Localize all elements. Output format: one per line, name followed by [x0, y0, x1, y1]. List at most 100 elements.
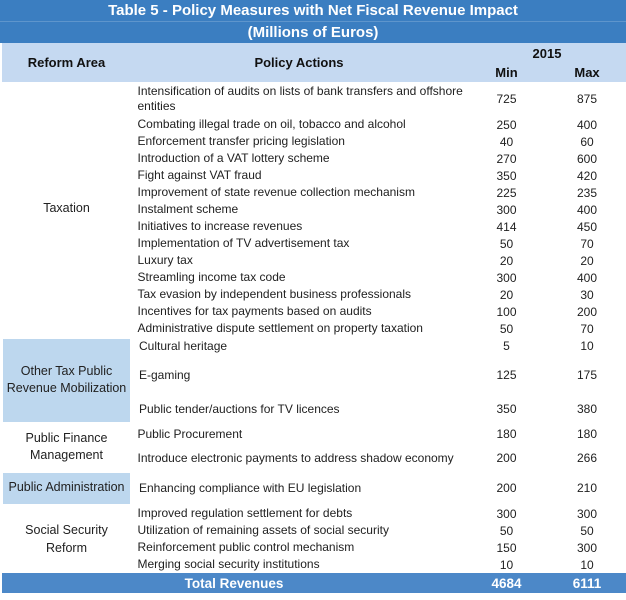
- max-value-cell: 875: [576, 92, 598, 106]
- table-row: Incentives for tax payments based on aud…: [2, 303, 626, 320]
- table-row: Introduction of a VAT lottery scheme 270 6…: [2, 150, 626, 167]
- min-value-cell: 350: [496, 402, 517, 416]
- table-row: E-gaming 125 175: [2, 355, 626, 395]
- total-revenues-row: Total Revenues 4684 6111: [1, 573, 626, 595]
- min-value-cell: 100: [496, 304, 517, 319]
- min-value-cell: 40: [499, 134, 514, 149]
- table-title: Table 5 - Policy Measures with Net Fisca…: [0, 0, 626, 22]
- max-value-cell: 30: [580, 287, 594, 302]
- max-value-cell: 400: [576, 270, 598, 285]
- max-value-cell: 210: [576, 481, 598, 495]
- reform-area-cell: Social Security Reform: [25, 523, 108, 555]
- policy-action-cell: Fight against VAT fraud: [137, 168, 262, 182]
- policy-measures-table: Reform Area Policy Actions 2015 Min Max …: [0, 43, 626, 596]
- policy-action-cell: Introduce electronic payments to address…: [137, 450, 454, 465]
- table-row: Public tender/auctions for TV licences 35…: [2, 395, 626, 423]
- min-value-cell: 50: [499, 321, 514, 336]
- max-value-cell: 70: [580, 321, 594, 336]
- min-value-cell: 250: [496, 117, 517, 132]
- table-row: Luxury tax 20 20: [2, 252, 626, 269]
- policy-action-cell: Combating illegal trade on oil, tobacco …: [137, 117, 406, 131]
- min-value-cell: 300: [496, 202, 517, 217]
- table-row: Improvement of state revenue collection …: [2, 184, 626, 201]
- max-value-cell: 400: [576, 202, 598, 217]
- min-value-cell: 180: [496, 427, 517, 441]
- policy-action-cell: Utilization of remaining assets of socia…: [137, 523, 389, 537]
- policy-action-cell: Introduction of a VAT lottery scheme: [137, 151, 330, 165]
- column-header-reform-area: Reform Area: [1, 43, 132, 82]
- policy-action-cell: Cultural heritage: [139, 338, 228, 353]
- max-value-cell: 10: [580, 339, 594, 353]
- max-value-cell: 200: [576, 304, 598, 319]
- max-value-cell: 10: [580, 557, 594, 572]
- reform-area-cell: Public Administration: [0, 469, 133, 507]
- table-row: Merging social security institutions 10 10: [2, 556, 626, 573]
- policy-action-cell: Public tender/auctions for TV licences: [139, 401, 340, 416]
- min-value-cell: 20: [499, 253, 514, 268]
- table-subtitle: (Millions of Euros): [247, 24, 379, 41]
- policy-action-cell: Initiatives to increase revenues: [137, 219, 303, 233]
- min-value-cell: 5: [503, 339, 510, 353]
- max-value-cell: 600: [576, 151, 598, 166]
- table-row: Introduce electronic payments to address…: [2, 445, 626, 471]
- policy-action-cell: Administrative dispute settlement on pro…: [137, 321, 423, 335]
- max-value-cell: 60: [580, 134, 594, 149]
- table-header: Reform Area Policy Actions 2015 Min Max: [1, 43, 626, 82]
- policy-action-cell: E-gaming: [139, 367, 191, 382]
- table-row: Other Tax Public Revenue Mobilization Cul…: [0, 335, 626, 425]
- min-value-cell: 10: [499, 557, 514, 572]
- max-value-cell: 235: [576, 185, 598, 200]
- policy-action-cell: Implementation of TV advertisement tax: [137, 236, 350, 250]
- policy-action-cell: Tax evasion by independent business prof…: [137, 287, 412, 301]
- reform-area-cell: Other Tax Public Revenue Mobilization: [0, 335, 133, 425]
- min-value-cell: 20: [499, 287, 514, 302]
- max-value-cell: 50: [580, 523, 594, 538]
- min-value-cell: 270: [496, 151, 517, 166]
- min-value-cell: 50: [499, 523, 514, 538]
- max-value-cell: 20: [580, 253, 594, 268]
- max-value-cell: 175: [576, 368, 598, 382]
- table-footer: Total Revenues 4684 6111: [1, 573, 626, 595]
- column-header-max: Max: [546, 63, 626, 82]
- policy-action-cell: Public Procurement: [137, 426, 243, 441]
- max-value-cell: 420: [576, 168, 598, 183]
- min-value-cell: 225: [496, 185, 517, 200]
- policy-action-cell: Reinforcement public control mechanism: [137, 540, 355, 554]
- table-title-bar: Table 5 - Policy Measures with Net Fisca…: [0, 0, 626, 43]
- column-header-policy-actions: Policy Actions: [131, 43, 467, 82]
- max-value-cell: 180: [576, 427, 598, 441]
- policy-action-cell: Improvement of state revenue collection …: [137, 185, 415, 199]
- table-row: Administrative dispute settlement on pro…: [2, 320, 626, 337]
- table-row: Public Administration Enhancing complianc…: [0, 469, 626, 507]
- table-row: Taxation Intensification of audits on lis…: [2, 82, 626, 215]
- max-value-cell: 400: [576, 117, 598, 132]
- min-value-cell: 350: [496, 168, 517, 183]
- policy-action-cell: Enhancing compliance with EU legislation: [139, 480, 362, 495]
- table-row: Tax evasion by independent business prof…: [2, 286, 626, 303]
- table-row: Combating illegal trade on oil, tobacco …: [2, 116, 626, 133]
- policy-action-cell: Merging social security institutions: [137, 557, 320, 571]
- min-value-cell: 50: [499, 236, 514, 251]
- max-value-cell: 380: [576, 402, 598, 416]
- table-row: Instalment scheme 300 400: [2, 201, 626, 218]
- min-value-cell: 125: [496, 368, 517, 382]
- policy-action-cell: Streamling income tax code: [137, 270, 286, 284]
- table-row: Streamling income tax code 300 400: [2, 269, 626, 286]
- max-value-cell: 450: [576, 219, 598, 234]
- table-row: Fight against VAT fraud 350 420: [2, 167, 626, 184]
- max-value-cell: 70: [580, 236, 594, 251]
- min-value-cell: 200: [496, 451, 517, 465]
- min-value-cell: 414: [496, 219, 517, 234]
- total-revenues-label: Total Revenues: [1, 573, 467, 595]
- table-body: Taxation Intensification of audits on lis…: [0, 82, 626, 573]
- reform-area-cell: Taxation: [43, 201, 90, 215]
- table-row: Enforcement transfer pricing legislation…: [2, 133, 626, 150]
- table-row: Initiatives to increase revenues 414 450: [2, 218, 626, 235]
- max-value-cell: 300: [576, 506, 598, 521]
- policy-action-cell: Luxury tax: [137, 253, 193, 267]
- max-value-cell: 300: [576, 540, 598, 555]
- policy-action-cell: Intensification of audits on lists of ba…: [137, 84, 463, 113]
- total-revenues-max: 6111: [546, 573, 626, 595]
- min-value-cell: 300: [496, 506, 517, 521]
- max-value-cell: 266: [576, 451, 598, 465]
